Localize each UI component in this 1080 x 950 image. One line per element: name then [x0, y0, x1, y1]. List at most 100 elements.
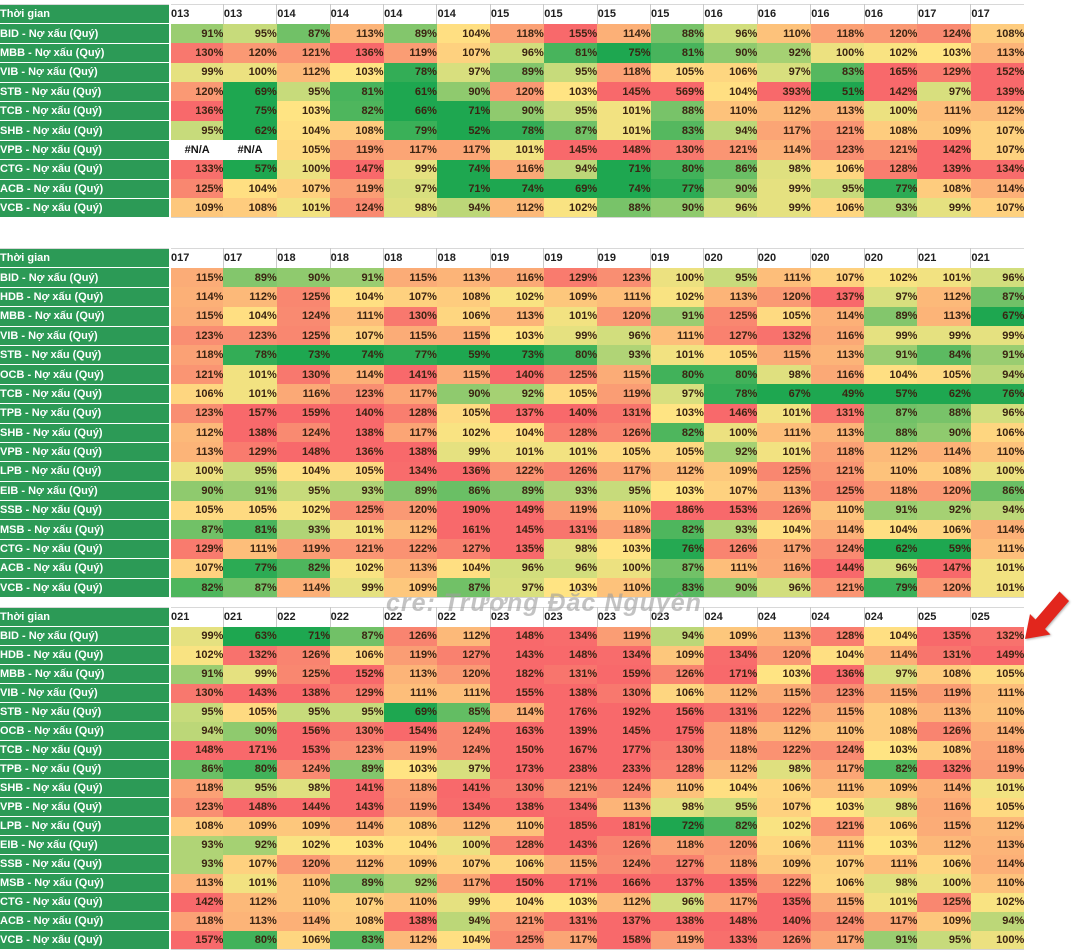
value-cell: 57% — [864, 384, 918, 404]
value-cell: 121% — [490, 911, 544, 931]
value-cell: 101% — [490, 442, 544, 462]
value-cell: 110% — [810, 721, 865, 741]
value-cell: 106% — [810, 873, 865, 893]
column-header: 020 — [810, 248, 865, 268]
value-cell: 114% — [490, 702, 544, 722]
value-cell: 106% — [330, 645, 384, 665]
value-cell: 95% — [543, 62, 598, 83]
value-cell: 95% — [276, 481, 331, 501]
value-cell: 124% — [276, 423, 331, 443]
value-cell: 81% — [330, 82, 384, 102]
value-cell: 98% — [757, 159, 811, 180]
value-cell: 88% — [650, 23, 704, 44]
value-cell: 83% — [330, 930, 384, 950]
value-cell: 119% — [597, 384, 651, 404]
value-cell: 109% — [383, 578, 437, 598]
value-cell: 107% — [436, 43, 491, 63]
value-cell: 103% — [330, 835, 384, 855]
value-cell: 123% — [170, 326, 224, 346]
value-cell: 101% — [917, 267, 971, 288]
value-cell: 141% — [383, 364, 437, 385]
value-cell: 113% — [757, 481, 811, 501]
table-row: CTG - Nợ xấu (Quý) 133% 57% 100% 147% 99% 74% 1… — [0, 159, 1025, 180]
value-cell: 102% — [276, 835, 331, 855]
value-cell: 103% — [543, 578, 598, 598]
value-cell: 105% — [970, 664, 1025, 684]
value-cell: 98% — [383, 198, 437, 218]
value-cell: 118% — [170, 911, 224, 931]
value-cell: 85% — [436, 702, 491, 722]
value-cell: 120% — [223, 43, 277, 63]
value-cell: 104% — [810, 645, 865, 665]
value-cell: 103% — [276, 101, 331, 121]
value-cell: 110% — [597, 578, 651, 598]
value-cell: 127% — [650, 854, 704, 874]
value-cell: 109% — [703, 461, 758, 482]
value-cell: 101% — [650, 345, 704, 365]
table-row: MBB - Nợ xấu (Quý) 115% 104% 124% 111% 130% 10… — [0, 306, 1025, 327]
value-cell: 117% — [864, 911, 918, 931]
value-cell: 106% — [970, 423, 1025, 443]
value-cell: 92% — [703, 442, 758, 462]
value-cell: 95% — [223, 778, 277, 798]
table-row: VCB - Nợ xấu (Quý) 109% 108% 101% 124% 98% 94%… — [0, 198, 1025, 219]
row-label: SHB - Nợ xấu (Quý) — [0, 778, 171, 798]
value-cell: 121% — [703, 140, 758, 160]
value-cell: 126% — [757, 930, 811, 950]
value-cell: 142% — [864, 82, 918, 102]
value-cell: 186% — [650, 500, 704, 520]
header-row: Thời gian 021 021 022 022 022 022 023 023 023 023 0… — [0, 607, 1025, 627]
value-cell: 107% — [703, 481, 758, 501]
value-cell: 95% — [276, 82, 331, 102]
value-cell: 140% — [543, 403, 598, 424]
value-cell: 119% — [543, 500, 598, 520]
value-cell: 134% — [597, 645, 651, 665]
value-cell: 110% — [597, 500, 651, 520]
table-row: ACB - Nợ xấu (Quý) 107% 77% 82% 102% 113% 104%… — [0, 558, 1025, 579]
value-cell: 177% — [597, 740, 651, 760]
value-cell: 111% — [917, 101, 971, 121]
value-cell: 112% — [970, 101, 1025, 121]
value-cell: 107% — [383, 287, 437, 307]
value-cell: 171% — [223, 740, 277, 760]
value-cell: 113% — [757, 626, 811, 646]
value-cell: 105% — [917, 364, 971, 385]
row-label: MBB - Nợ xấu (Quý) — [0, 306, 171, 327]
corner-header-thoi-gian: Thời gian — [0, 248, 171, 269]
value-cell: 128% — [490, 835, 544, 855]
value-cell: 81% — [650, 43, 704, 63]
value-cell: 96% — [490, 43, 544, 63]
value-cell: 128% — [543, 423, 598, 443]
value-cell: 112% — [436, 816, 491, 836]
value-cell: 93% — [330, 481, 384, 501]
value-cell: 107% — [810, 267, 865, 288]
row-label: MBB - Nợ xấu (Quý) — [0, 664, 171, 684]
value-cell: 101% — [597, 120, 651, 141]
value-cell: 92% — [757, 43, 811, 63]
value-cell: 104% — [330, 287, 384, 307]
value-cell: 77% — [650, 179, 704, 199]
value-cell: 107% — [330, 892, 384, 912]
column-header: 016 — [756, 4, 811, 24]
value-cell: 108% — [864, 702, 918, 722]
npl-heatmap-table-2013-2017: Thời gian 013 013 014 014 014 014 015 015 015 015 0… — [0, 4, 1025, 219]
value-cell: 106% — [650, 683, 704, 703]
value-cell: 163% — [490, 721, 544, 741]
table-row: TPB - Nợ xấu (Quý) 86% 80% 124% 89% 103% 97% 17… — [0, 759, 1025, 779]
value-cell: 156% — [276, 721, 331, 741]
value-cell: 113% — [490, 306, 544, 327]
value-cell: 107% — [970, 120, 1025, 141]
value-cell: 92% — [917, 500, 971, 520]
value-cell: 115% — [864, 683, 918, 703]
value-cell: 49% — [810, 384, 865, 404]
value-cell: 134% — [436, 797, 491, 817]
row-label: HDB - Nợ xấu (Quý) — [0, 287, 171, 308]
value-cell: 90% — [436, 384, 491, 404]
value-cell: 102% — [970, 892, 1025, 912]
value-cell: 126% — [917, 721, 971, 741]
value-cell: 117% — [757, 120, 811, 141]
value-cell: 107% — [970, 198, 1025, 218]
column-header: 018 — [276, 248, 331, 268]
value-cell: 122% — [383, 539, 437, 559]
value-cell: 130% — [170, 43, 224, 63]
